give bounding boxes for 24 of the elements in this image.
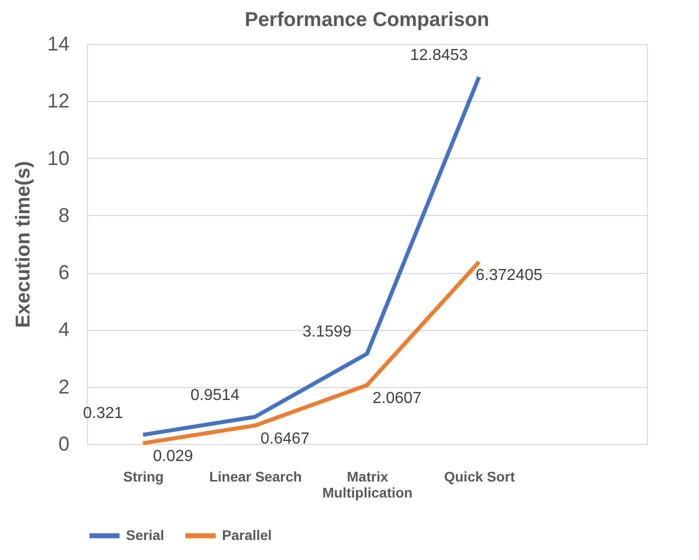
chart-title: Performance Comparison [244,9,490,31]
x-tick-label: Linear Search [209,468,302,484]
y-tick-label: 2 [58,376,70,398]
data-label: 0.6467 [260,430,310,448]
y-tick-label: 8 [58,204,70,227]
y-tick-label: 10 [47,148,70,170]
data-label: 12.8453 [410,46,468,64]
x-tick-label: Matrix Multiplication [322,468,413,500]
y-tick-label: 14 [47,34,70,56]
y-tick-label: 0 [58,434,70,456]
y-tick-label: 4 [58,319,70,342]
y-axis-title: Execution time(s) [12,161,34,328]
legend-label: Serial [126,526,164,543]
data-label: 2.0607 [372,390,422,408]
data-label: 3.1599 [302,324,352,341]
data-label: 0.9514 [190,386,240,404]
x-tick-label: Quick Sort [444,468,516,484]
data-label: 0.321 [82,404,124,422]
data-label: 0.029 [152,448,194,466]
x-tick-label: String [123,468,164,484]
legend-label: Parallel [222,526,272,543]
y-tick-label: 6 [58,262,70,284]
y-tick-label: 12 [47,90,70,113]
data-label: 6.372405 [476,266,542,284]
